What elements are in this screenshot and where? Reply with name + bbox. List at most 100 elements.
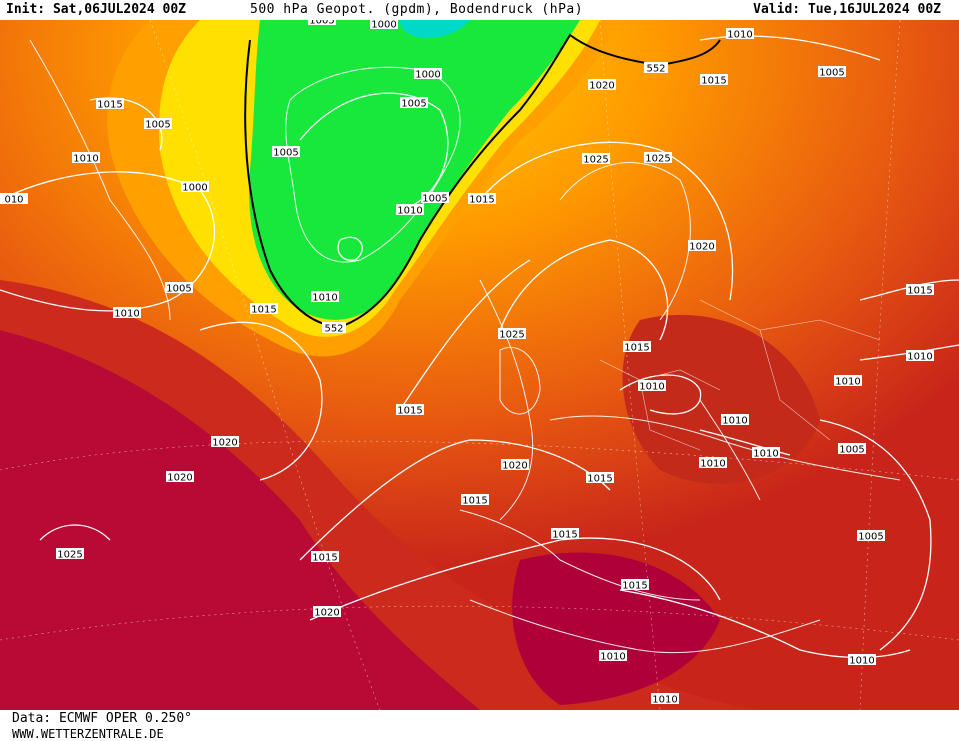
pressure-label: 1015 <box>586 472 614 485</box>
field-cyan-core <box>400 20 470 39</box>
pressure-label: 1005 <box>838 443 866 456</box>
svg-text:1025: 1025 <box>583 155 608 166</box>
pressure-label: 1010 <box>311 291 339 304</box>
pressure-label: 010 <box>0 193 28 206</box>
geopotential-labels: 552 552 <box>322 62 668 335</box>
svg-text:1010: 1010 <box>73 154 98 165</box>
svg-text:1010: 1010 <box>700 459 725 470</box>
pressure-label: 1010 <box>721 414 749 427</box>
svg-text:552: 552 <box>646 64 665 75</box>
svg-text:1020: 1020 <box>314 608 339 619</box>
pressure-label: 1015 <box>621 579 649 592</box>
svg-text:1010: 1010 <box>600 652 625 663</box>
svg-text:1005: 1005 <box>422 194 447 205</box>
pressure-label: 1015 <box>311 551 339 564</box>
svg-text:1005: 1005 <box>166 284 191 295</box>
valid-time: Valid: Tue,16JUL2024 00Z <box>753 2 941 17</box>
pressure-label: 1015 <box>700 74 728 87</box>
svg-text:1020: 1020 <box>212 438 237 449</box>
svg-text:1015: 1015 <box>97 100 122 111</box>
svg-text:1010: 1010 <box>397 206 422 217</box>
svg-text:1015: 1015 <box>552 530 577 541</box>
pressure-label: 1015 <box>551 528 579 541</box>
svg-text:1025: 1025 <box>645 154 670 165</box>
field-deep-red-med <box>512 552 720 705</box>
pressure-label: 1005 <box>400 97 428 110</box>
pressure-label: 1015 <box>906 284 934 297</box>
svg-text:1010: 1010 <box>312 293 337 304</box>
pressure-label: 1025 <box>498 328 526 341</box>
isobars <box>0 35 959 659</box>
svg-text:1005: 1005 <box>145 120 170 131</box>
svg-text:1015: 1015 <box>251 305 276 316</box>
pressure-label: 1020 <box>211 436 239 449</box>
pressure-label: 1015 <box>468 193 496 206</box>
map-header: Init: Sat,06JUL2024 00Z 500 hPa Geopot. … <box>0 0 959 20</box>
pressure-label: 1000 <box>370 18 398 31</box>
svg-text:1010: 1010 <box>835 377 860 388</box>
svg-text:1015: 1015 <box>624 343 649 354</box>
geopotential-552-line <box>244 33 721 327</box>
pressure-label: 1020 <box>501 459 529 472</box>
map-footer: Data: ECMWF OPER 0.250° WWW.WETTERZENTRA… <box>0 710 959 741</box>
graticule <box>0 19 959 711</box>
svg-text:1005: 1005 <box>273 148 298 159</box>
svg-text:010: 010 <box>4 195 23 206</box>
pressure-label: 1010 <box>834 375 862 388</box>
svg-text:1020: 1020 <box>689 242 714 253</box>
svg-text:1010: 1010 <box>722 416 747 427</box>
pressure-label: 1005 <box>144 118 172 131</box>
svg-text:1015: 1015 <box>701 76 726 87</box>
svg-text:1005: 1005 <box>819 68 844 79</box>
svg-text:1010: 1010 <box>114 309 139 320</box>
svg-text:1010: 1010 <box>727 30 752 41</box>
pressure-label: 1010 <box>72 152 100 165</box>
pressure-label: 1015 <box>396 404 424 417</box>
pressure-label: 1020 <box>313 606 341 619</box>
svg-text:1005: 1005 <box>858 532 883 543</box>
svg-text:552: 552 <box>324 324 343 335</box>
pressure-label: 1010 <box>906 350 934 363</box>
pressure-label: 1010 <box>848 654 876 667</box>
svg-text:1010: 1010 <box>652 695 677 706</box>
svg-text:1000: 1000 <box>371 20 396 31</box>
pressure-label: 1005 <box>165 282 193 295</box>
pressure-label: 1010 <box>752 447 780 460</box>
pressure-label: 1025 <box>644 152 672 165</box>
init-time: Init: Sat,06JUL2024 00Z <box>6 2 187 17</box>
svg-text:1015: 1015 <box>312 553 337 564</box>
svg-text:1005: 1005 <box>401 99 426 110</box>
pressure-label: 1005 <box>421 192 449 205</box>
svg-text:1010: 1010 <box>849 656 874 667</box>
pressure-label: 1025 <box>56 548 84 561</box>
svg-text:1015: 1015 <box>587 474 612 485</box>
svg-text:1020: 1020 <box>167 473 192 484</box>
pressure-label: 1015 <box>96 98 124 111</box>
svg-text:1010: 1010 <box>753 449 778 460</box>
field-green-low <box>249 20 581 320</box>
pressure-label: 1005 <box>857 530 885 543</box>
svg-text:1015: 1015 <box>469 195 494 206</box>
svg-text:1015: 1015 <box>907 286 932 297</box>
pressure-label: 1010 <box>113 307 141 320</box>
field-red-east <box>622 314 820 484</box>
geopotential-label: 552 <box>644 62 668 75</box>
field-red-mid <box>0 280 760 710</box>
geopotential-label: 552 <box>322 322 346 335</box>
pressure-label: 1005 <box>818 66 846 79</box>
pressure-label: 1015 <box>461 494 489 507</box>
pressure-label: 1015 <box>623 341 651 354</box>
svg-text:1015: 1015 <box>462 496 487 507</box>
svg-text:1000: 1000 <box>415 70 440 81</box>
pressure-label: 1010 <box>396 204 424 217</box>
svg-text:1010: 1010 <box>639 382 664 393</box>
pressure-label: 1010 <box>638 380 666 393</box>
pressure-label: 1005 <box>272 146 300 159</box>
svg-text:1005: 1005 <box>839 445 864 456</box>
svg-text:1025: 1025 <box>499 330 524 341</box>
pressure-label: 1020 <box>166 471 194 484</box>
pressure-labels: 1005 1000 1000 1005 1015 1005 1010 1000 … <box>0 14 934 706</box>
pressure-label: 1010 <box>699 457 727 470</box>
svg-text:1025: 1025 <box>57 550 82 561</box>
